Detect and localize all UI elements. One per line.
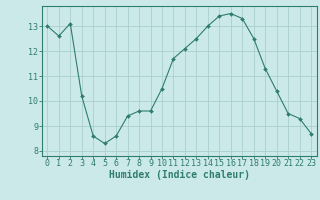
X-axis label: Humidex (Indice chaleur): Humidex (Indice chaleur): [109, 170, 250, 180]
